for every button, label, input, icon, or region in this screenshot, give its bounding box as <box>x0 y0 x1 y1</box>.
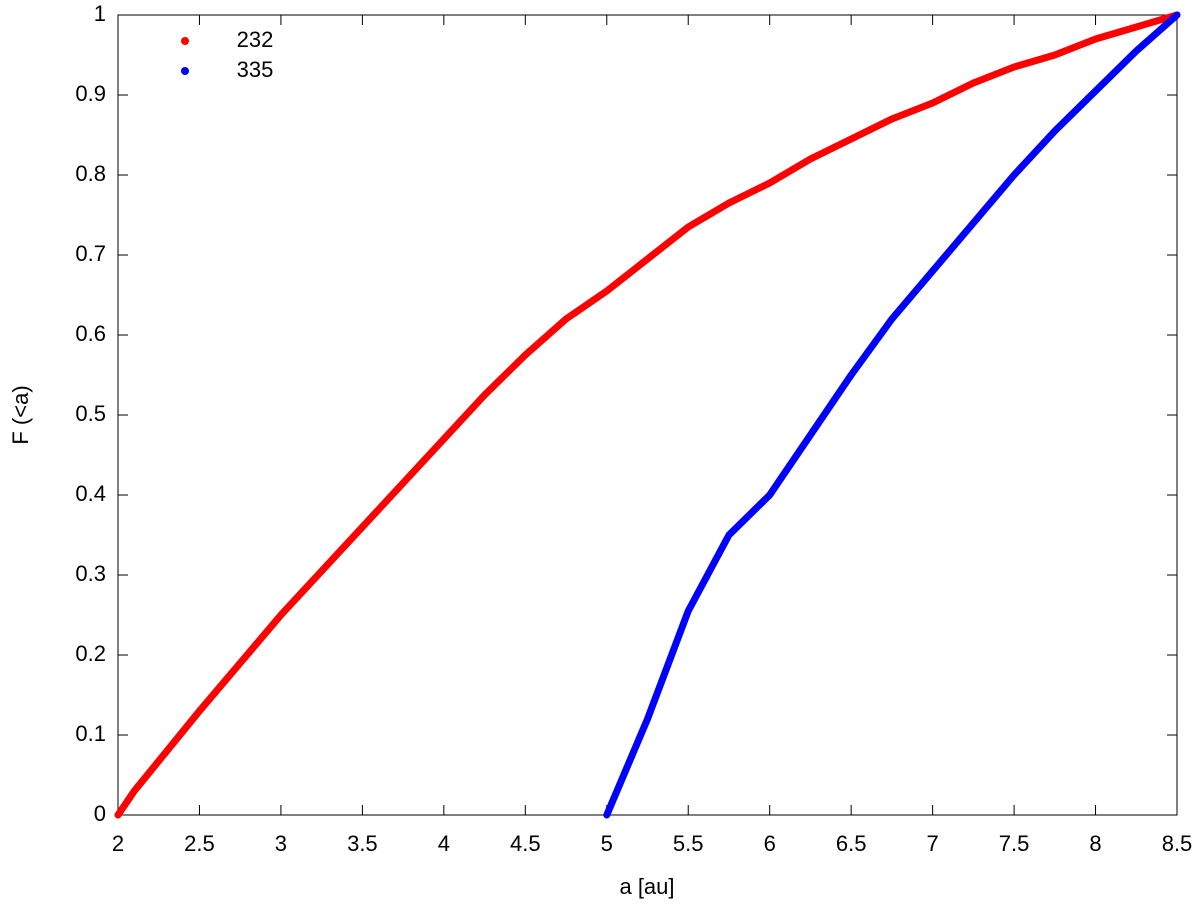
x-tick-label: 4 <box>438 831 450 856</box>
x-tick-label: 8 <box>1089 831 1101 856</box>
data-line <box>114 11 1181 819</box>
y-tick-label: 0.6 <box>75 321 106 346</box>
y-tick-label: 1 <box>94 1 106 26</box>
legend-label: 335 <box>237 57 274 82</box>
legend-marker <box>181 67 189 75</box>
x-tick-label: 7 <box>926 831 938 856</box>
x-tick-label: 5 <box>601 831 613 856</box>
x-tick-label: 6 <box>764 831 776 856</box>
x-tick-label: 5.5 <box>673 831 704 856</box>
x-tick-label: 2.5 <box>184 831 215 856</box>
y-tick-label: 0 <box>94 801 106 826</box>
y-tick-label: 0.9 <box>75 81 106 106</box>
y-tick-label: 0.1 <box>75 721 106 746</box>
y-tick-label: 0.3 <box>75 561 106 586</box>
y-tick-label: 0.7 <box>75 241 106 266</box>
y-tick-label: 0.5 <box>75 401 106 426</box>
y-tick-label: 0.4 <box>75 481 106 506</box>
legend-label: 232 <box>237 27 274 52</box>
x-tick-label: 3.5 <box>347 831 378 856</box>
x-tick-label: 3 <box>275 831 287 856</box>
x-tick-label: 6.5 <box>836 831 867 856</box>
legend-marker <box>181 37 189 45</box>
y-tick-label: 0.8 <box>75 161 106 186</box>
plot-frame <box>117 14 1178 816</box>
y-axis-label: F (<a) <box>8 385 33 444</box>
x-tick-label: 2 <box>112 831 124 856</box>
x-tick-label: 4.5 <box>510 831 541 856</box>
data-line <box>603 11 1181 819</box>
x-axis-label: a [au] <box>619 874 674 899</box>
x-tick-label: 8.5 <box>1162 831 1193 856</box>
x-tick-label: 7.5 <box>999 831 1030 856</box>
y-tick-label: 0.2 <box>75 641 106 666</box>
